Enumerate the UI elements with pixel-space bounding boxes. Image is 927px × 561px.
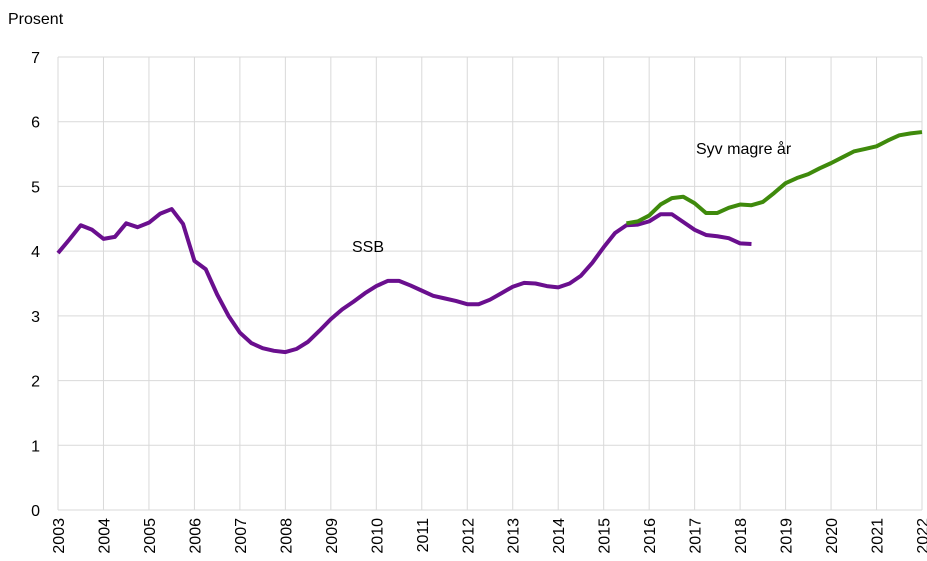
annotation: Syv magre år <box>696 140 792 158</box>
x-tick-label: 2019 <box>779 518 796 554</box>
x-tick-label: 2021 <box>870 518 887 554</box>
y-tick-label: 2 <box>31 374 40 391</box>
x-tick-label: 2009 <box>324 518 341 554</box>
x-tick-label: 2004 <box>96 518 113 554</box>
x-tick-label: 2003 <box>51 518 68 554</box>
y-tick-label: 3 <box>31 309 40 326</box>
y-tick-label: 1 <box>31 438 40 455</box>
series-line <box>626 130 923 226</box>
x-tick-label: 2015 <box>597 518 614 554</box>
y-tick-label: 4 <box>31 244 40 261</box>
x-tick-label: 2016 <box>642 518 659 554</box>
x-tick-label: 2007 <box>233 518 250 554</box>
x-tick-label: 2012 <box>460 518 477 554</box>
x-tick-label: 2011 <box>415 518 432 553</box>
y-tick-label: 5 <box>31 179 40 196</box>
series-line <box>56 207 752 355</box>
x-tick-label: 2008 <box>278 518 295 554</box>
y-tick-label: 6 <box>31 115 40 132</box>
y-tick-label: 7 <box>31 50 40 67</box>
y-tick-label: 0 <box>31 503 40 520</box>
x-tick-label: 2018 <box>733 518 750 554</box>
y-axis-label: Prosent <box>8 11 64 28</box>
annotation: SSB <box>352 239 384 256</box>
x-tick-label: 2017 <box>688 518 705 554</box>
x-tick-label: 2006 <box>187 518 204 554</box>
plot-area: 0 1 2 3 4 5 6 7 2003 2004 2005 2006 2007 2008 2009 2010… <box>31 50 927 554</box>
x-tick-label: 2013 <box>506 518 523 554</box>
x-tick-label: 2022 <box>915 518 927 554</box>
x-tick-label: 2010 <box>369 518 386 554</box>
x-tick-label: 2020 <box>824 518 841 554</box>
x-tick-label: 2014 <box>551 518 568 554</box>
x-tick-label: 2005 <box>142 518 159 554</box>
